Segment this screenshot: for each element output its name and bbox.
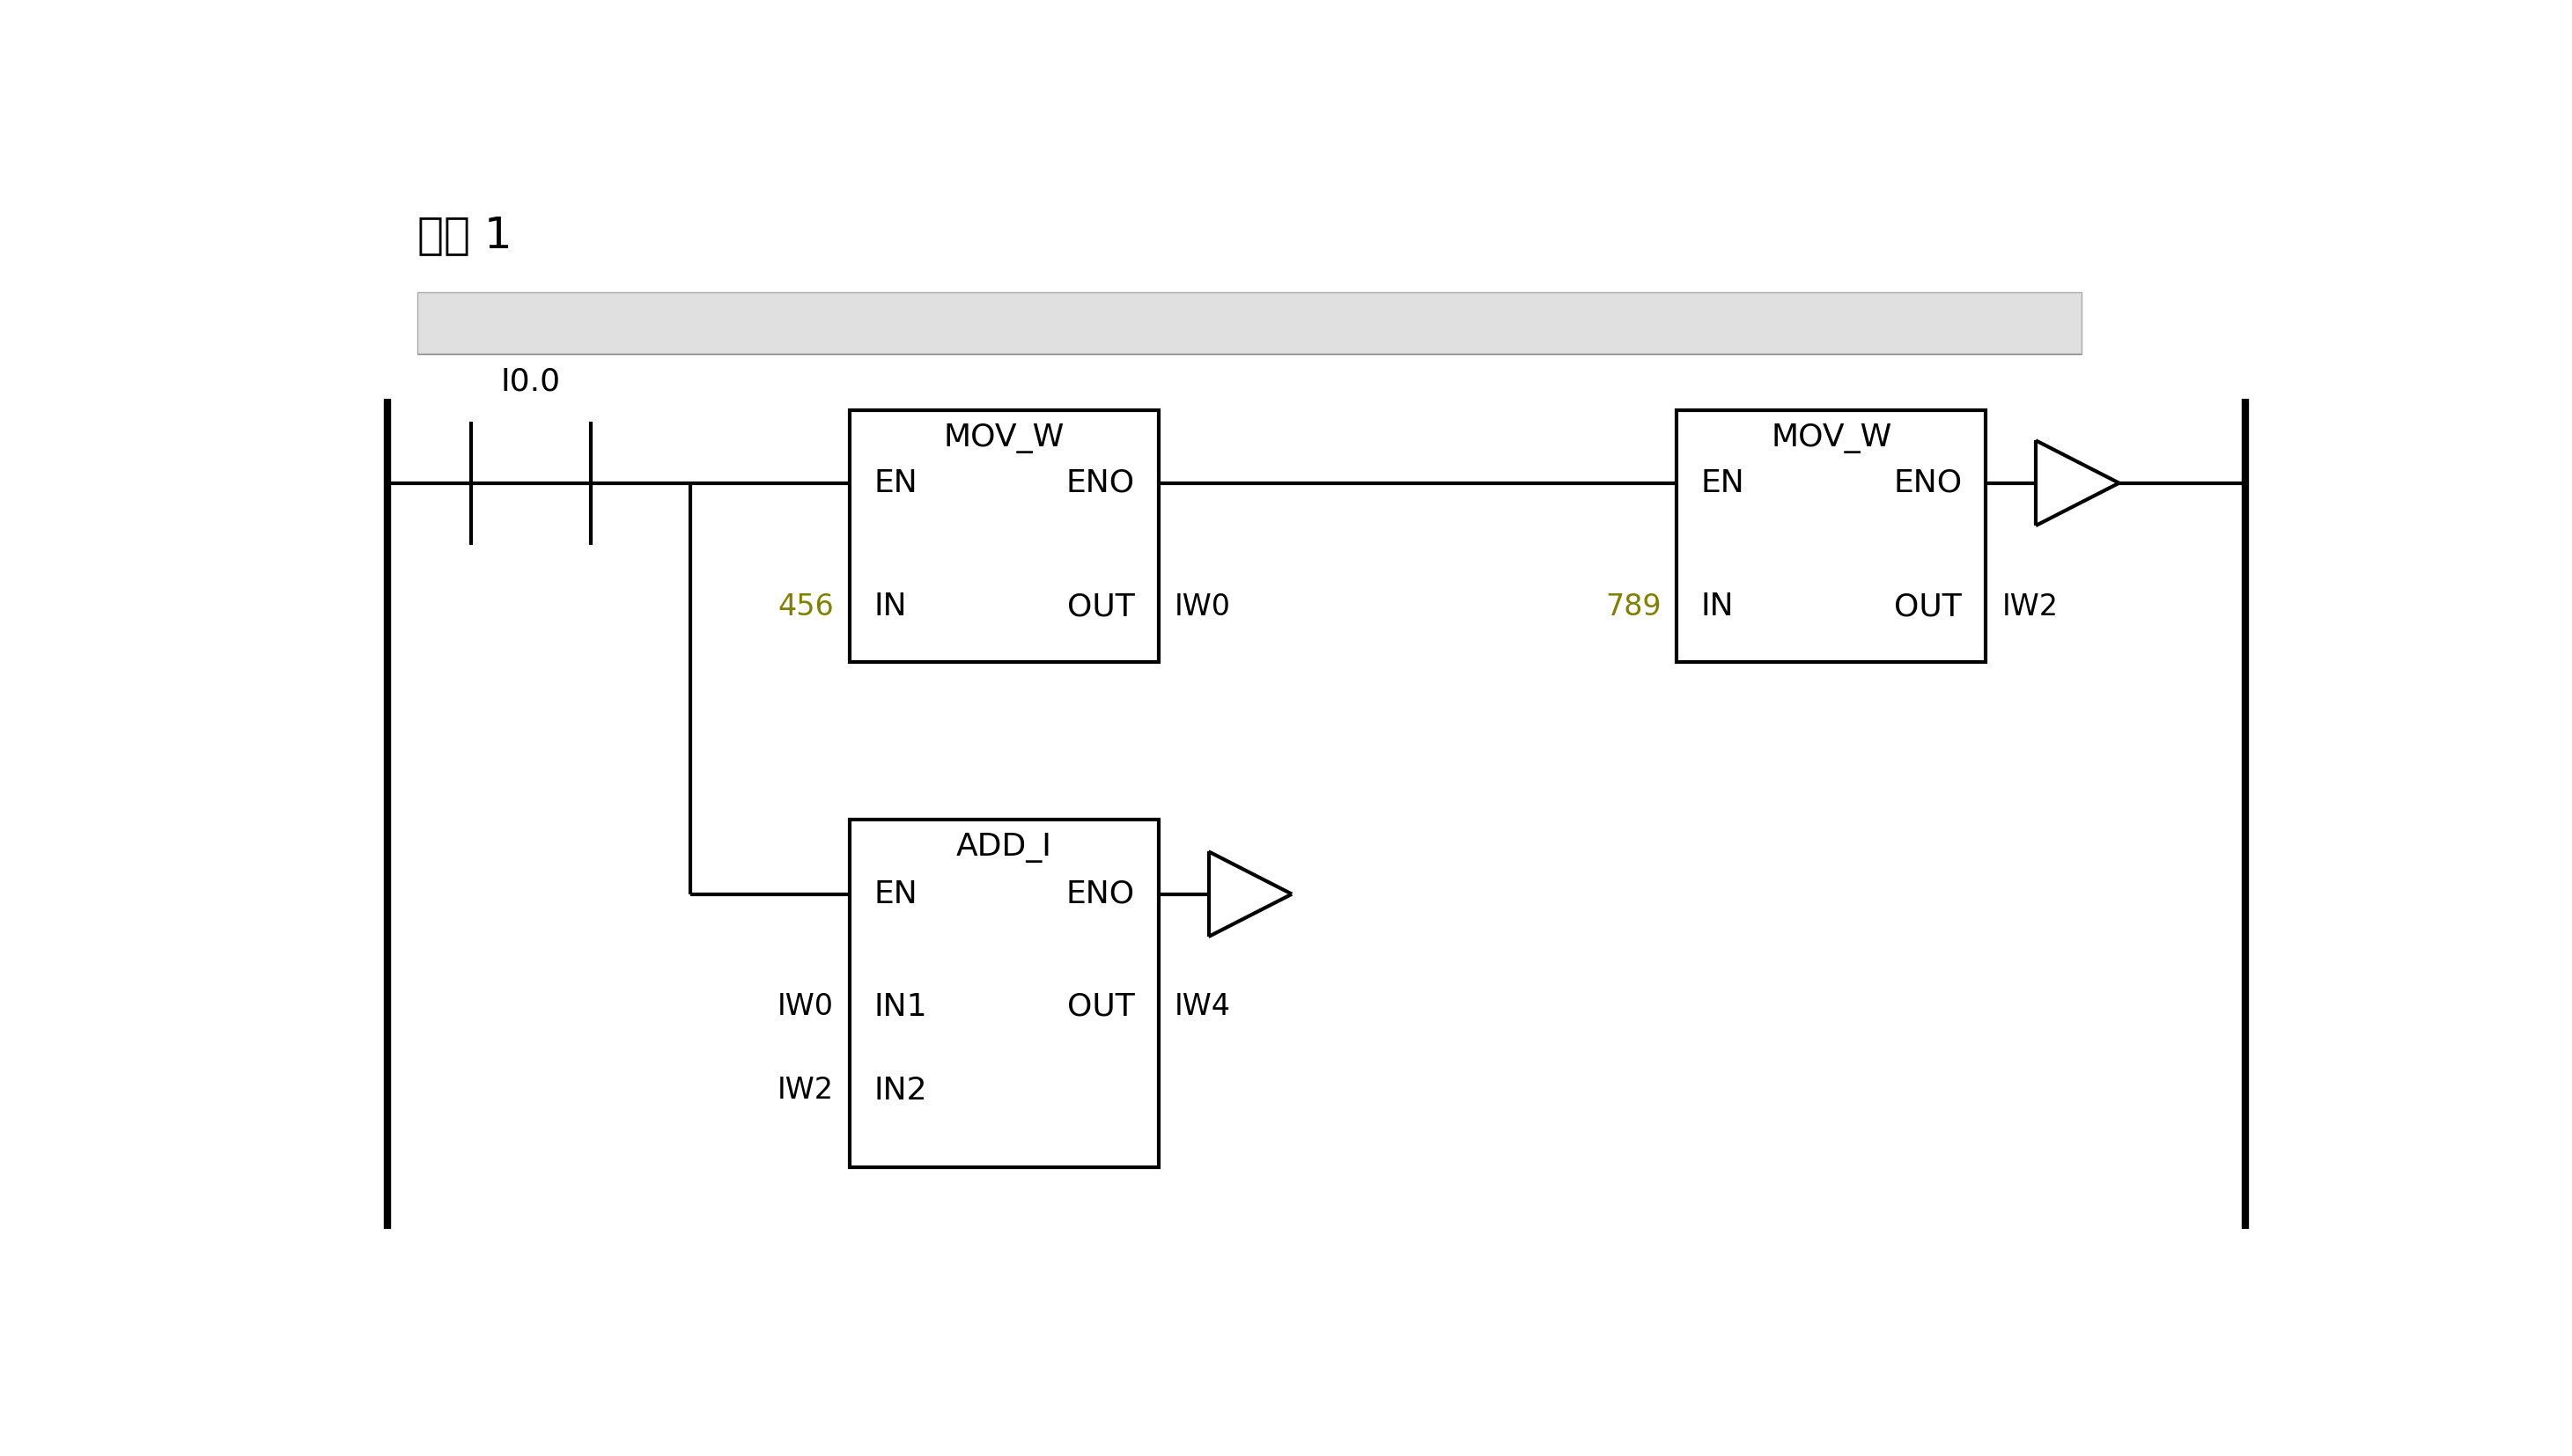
Text: 456: 456 [777,593,833,622]
Text: ENO: ENO [1065,467,1134,498]
Text: OUT: OUT [1896,593,1962,622]
Bar [417,293,2081,354]
Text: IN1: IN1 [874,992,926,1022]
Text: OUT: OUT [1067,593,1134,622]
Text: ADD_I: ADD_I [957,833,1052,863]
Text: IW2: IW2 [777,1076,833,1105]
Text: I0.0: I0.0 [502,367,561,396]
Text: IW2: IW2 [2001,593,2058,622]
Text: IW0: IW0 [1175,593,1232,622]
Bar [1677,411,1986,662]
Text: 网络 1: 网络 1 [417,214,512,256]
Bar [849,411,1157,662]
Text: MOV_W: MOV_W [1772,424,1893,453]
Text: 789: 789 [1605,593,1662,622]
Text: MOV_W: MOV_W [944,424,1065,453]
Text: EN: EN [1700,467,1744,498]
Text: IW0: IW0 [777,993,833,1022]
Text: ENO: ENO [1893,467,1962,498]
Text: IN: IN [874,593,908,622]
Text: IN2: IN2 [874,1076,926,1105]
Text: ENO: ENO [1065,879,1134,909]
Text: EN: EN [874,879,918,909]
Bar [849,820,1157,1166]
Text: IW4: IW4 [1175,993,1232,1022]
Text: EN: EN [874,467,918,498]
Text: OUT: OUT [1067,992,1134,1022]
Text: IN: IN [1700,593,1734,622]
